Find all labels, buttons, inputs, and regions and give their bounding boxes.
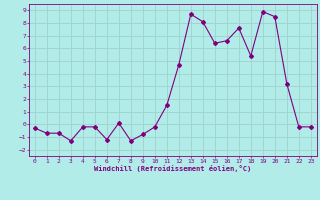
X-axis label: Windchill (Refroidissement éolien,°C): Windchill (Refroidissement éolien,°C) [94, 165, 252, 172]
